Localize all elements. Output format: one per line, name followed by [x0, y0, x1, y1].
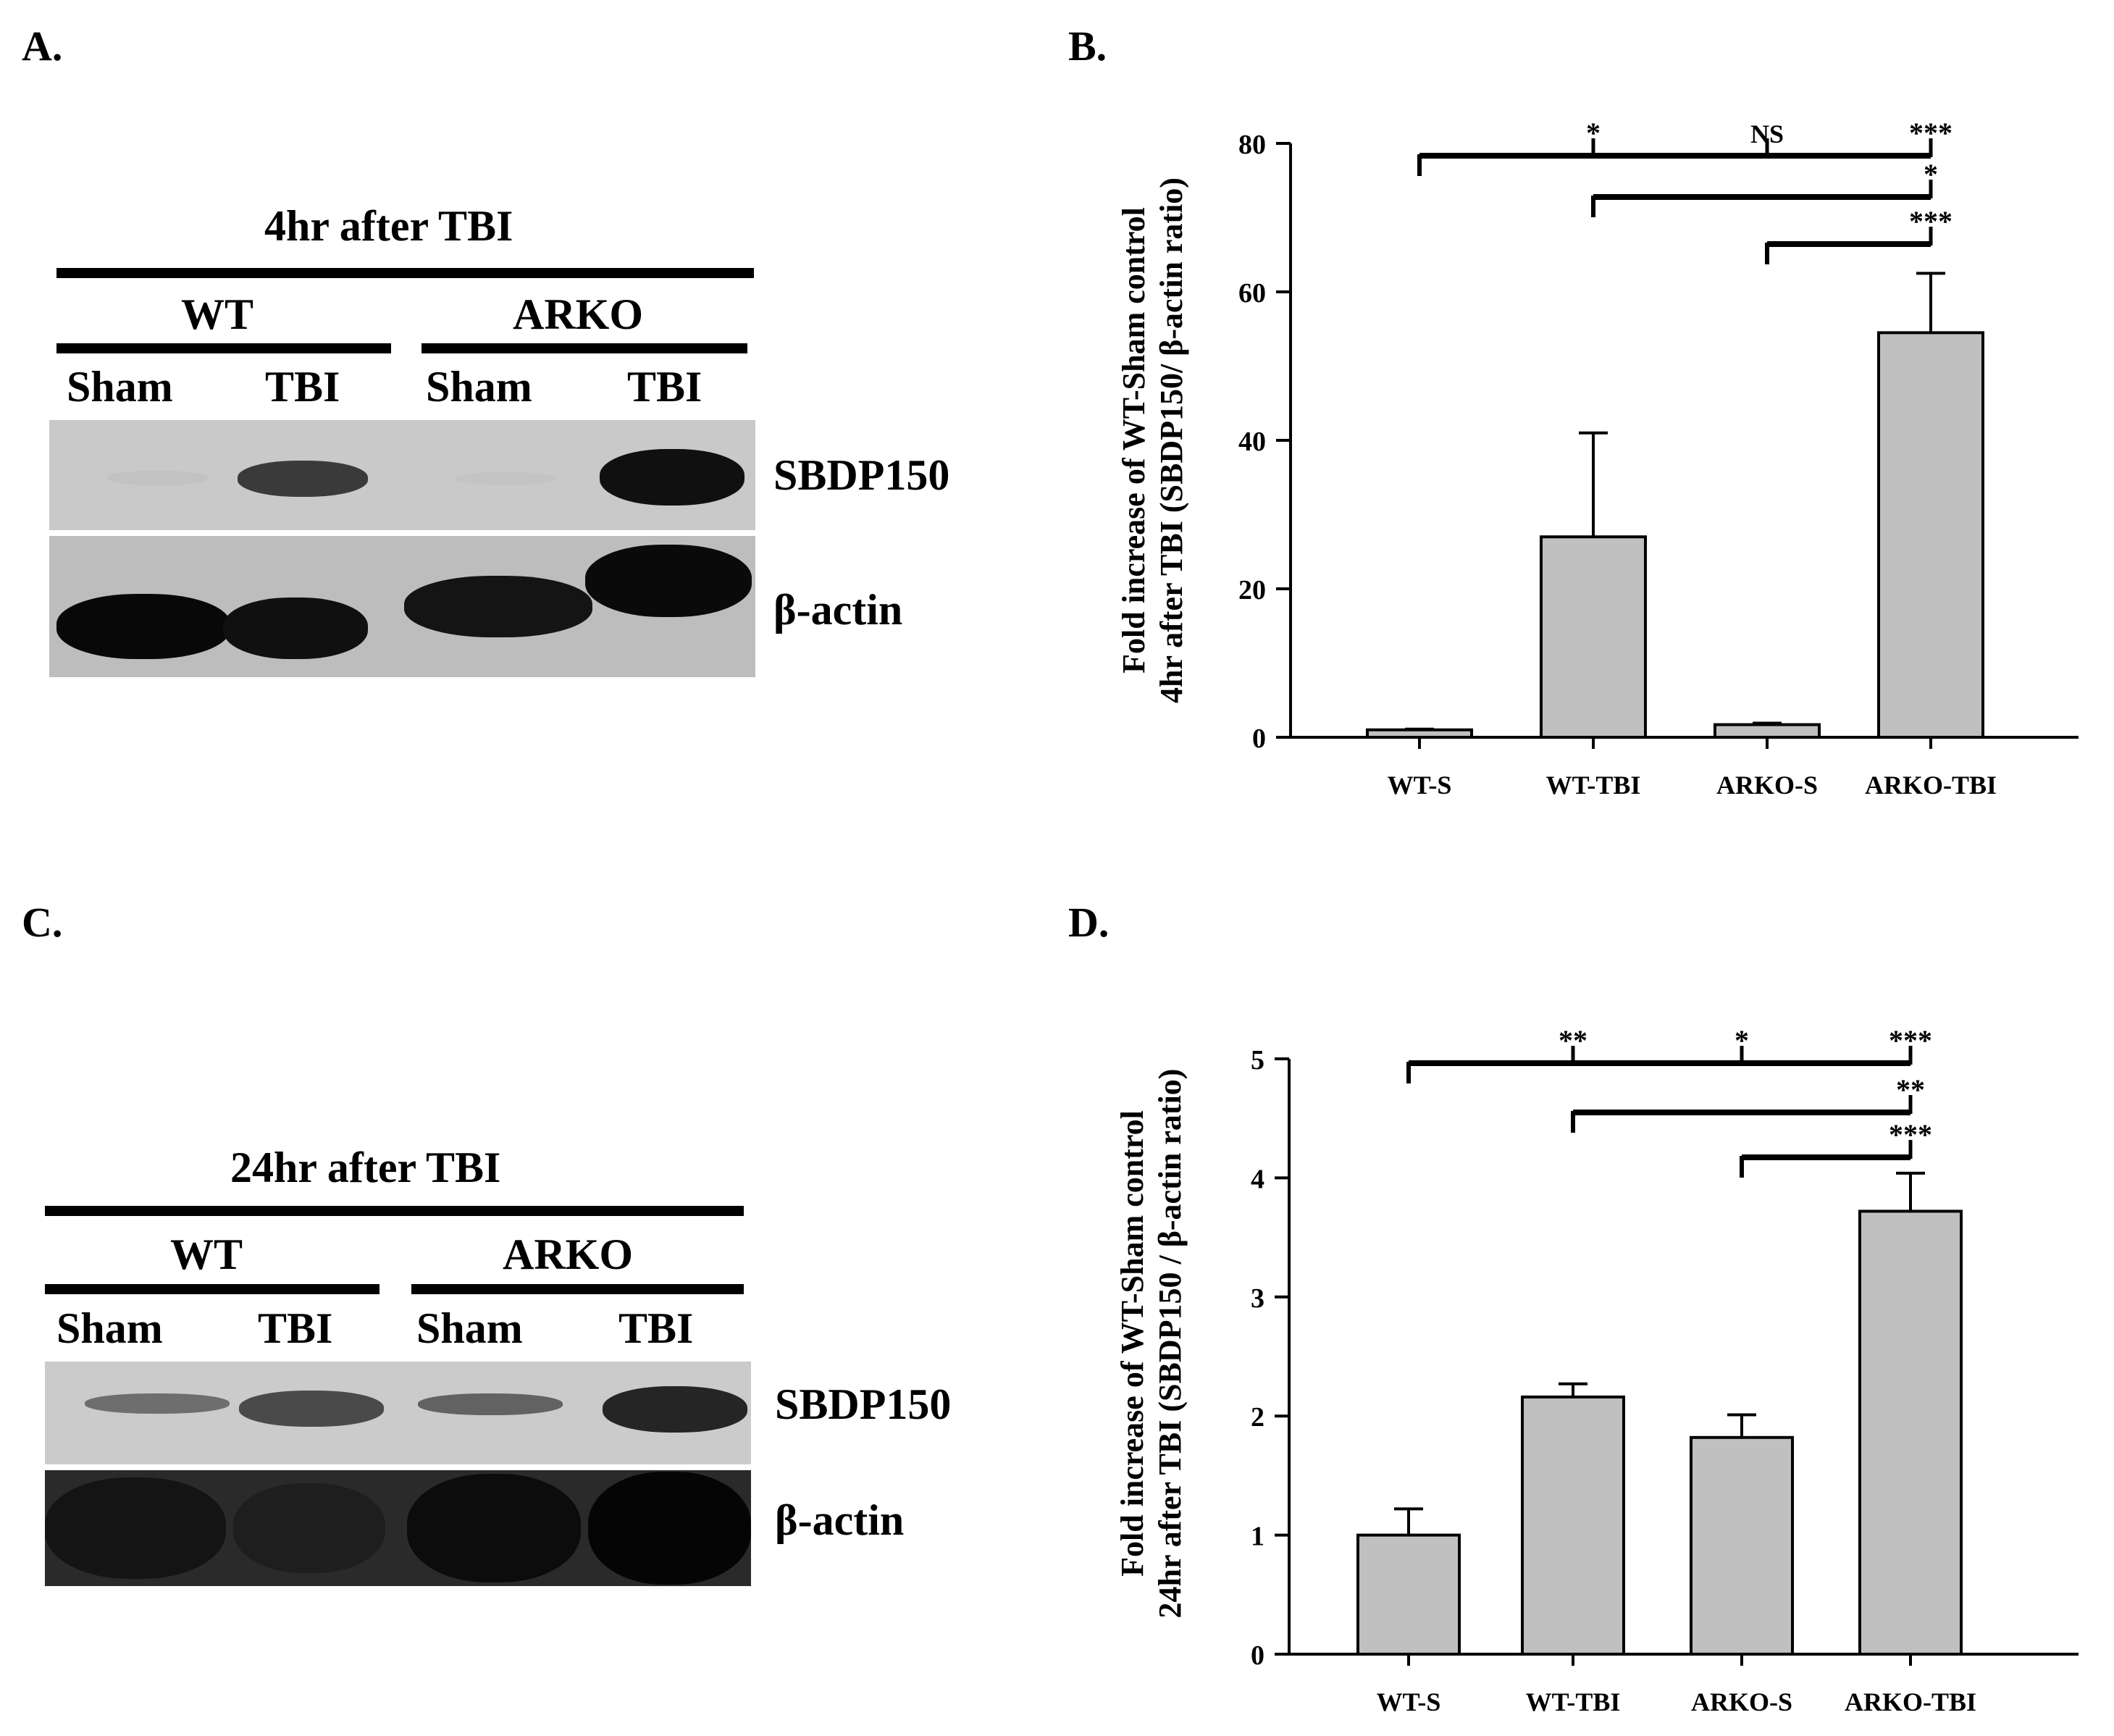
blot-band — [85, 1393, 230, 1414]
y-tick-label: 3 — [1251, 1283, 1264, 1314]
lane-label: TBI — [627, 363, 702, 411]
significance-label: *** — [1909, 205, 1952, 238]
group-label-arko: ARKO — [503, 1230, 633, 1278]
y-tick-label: 4 — [1251, 1164, 1264, 1194]
blot-band — [107, 471, 209, 485]
row-label-beta-actin: β-actin — [775, 1496, 905, 1544]
blot-band — [223, 597, 368, 659]
blot-band — [56, 594, 230, 659]
lane-label: TBI — [618, 1304, 694, 1352]
blot-strip-sbdp150 — [45, 1362, 751, 1464]
bar — [1690, 1435, 1794, 1656]
y-axis-label-line: Fold increase of WT-Sham control — [1116, 207, 1152, 674]
blot-band — [585, 545, 752, 617]
blot-band — [455, 472, 556, 485]
y-tick-label: 0 — [1252, 724, 1266, 754]
significance-label: ** — [1559, 1024, 1587, 1057]
blot-band — [418, 1393, 563, 1415]
lane-label: Sham — [67, 363, 173, 411]
x-tick-label: WT-S — [1388, 771, 1452, 800]
x-tick-label: ARKO-S — [1716, 771, 1818, 800]
blot-title: 24hr after TBI — [230, 1144, 501, 1191]
y-tick-label: 80 — [1238, 130, 1266, 160]
x-tick-label: ARKO-S — [1691, 1687, 1792, 1716]
title-underline — [56, 268, 754, 278]
panel-label-c: C. — [22, 899, 63, 946]
y-tick-label: 5 — [1251, 1045, 1264, 1075]
x-tick-label: WT-S — [1377, 1687, 1441, 1716]
blot-band — [407, 1474, 581, 1582]
blot-strip-sbdp150 — [49, 420, 755, 530]
x-tick-label: WT-TBI — [1526, 1687, 1621, 1716]
y-tick-label: 40 — [1238, 427, 1266, 457]
significance-label: * — [1735, 1024, 1749, 1057]
y-axis-label: Fold increase of WT-Sham control 24hr aft… — [1115, 1069, 1188, 1619]
lane-label: Sham — [56, 1304, 163, 1352]
y-axis-label-line: 24hr after TBI (SBDP150 / β-actin ratio) — [1152, 1069, 1188, 1619]
y-axis-label-line: Fold increase of WT-Sham control — [1115, 1110, 1150, 1577]
blot-strip-beta-actin — [45, 1470, 751, 1586]
panel-label-b: B. — [1068, 22, 1107, 70]
significance-label: *** — [1889, 1118, 1932, 1151]
significance-label: * — [1924, 158, 1938, 190]
group-underline-arko — [421, 343, 747, 353]
blot-band — [45, 1477, 226, 1579]
blot-band — [603, 1386, 747, 1433]
panel-label-a: A. — [22, 22, 63, 70]
bar — [1877, 331, 1984, 739]
x-tick-label: WT-TBI — [1546, 771, 1641, 800]
y-axis-label-line: 4hr after TBI (SBDP150/ β-actin ratio) — [1154, 177, 1189, 703]
row-label-sbdp150: SBDP150 — [773, 451, 950, 499]
group-underline-arko — [411, 1284, 744, 1294]
y-tick-label: 1 — [1251, 1522, 1264, 1552]
x-tick-label: ARKO-TBI — [1845, 1687, 1976, 1716]
y-tick-label: 0 — [1251, 1640, 1264, 1671]
blot-band — [404, 576, 592, 637]
significance-label: NS — [1750, 119, 1784, 148]
group-underline-wt — [45, 1284, 379, 1294]
blot-band — [233, 1483, 385, 1573]
y-tick-label: 20 — [1238, 575, 1266, 605]
blot-band — [239, 1391, 384, 1427]
group-label-wt: WT — [170, 1230, 243, 1278]
bar — [1858, 1209, 1963, 1656]
blot-band — [238, 461, 368, 497]
panel-label-d: D. — [1068, 899, 1110, 946]
lane-label: Sham — [416, 1304, 523, 1352]
bar — [1521, 1395, 1625, 1656]
lane-label: Sham — [426, 363, 532, 411]
blot-title: 4hr after TBI — [264, 202, 513, 250]
blot-band — [600, 449, 744, 506]
row-label-sbdp150: SBDP150 — [775, 1380, 952, 1428]
bar — [1356, 1533, 1461, 1656]
blot-strip-beta-actin — [49, 536, 755, 677]
lane-label: TBI — [258, 1304, 333, 1352]
group-underline-wt — [56, 343, 391, 353]
significance-label: ** — [1896, 1073, 1925, 1106]
title-underline — [45, 1206, 744, 1216]
group-label-wt: WT — [181, 290, 254, 338]
bar — [1540, 535, 1647, 739]
lane-label: TBI — [265, 363, 340, 411]
row-label-beta-actin: β-actin — [773, 586, 903, 634]
significance-label: * — [1586, 117, 1601, 149]
x-tick-label: ARKO-TBI — [1865, 771, 1997, 800]
significance-label: *** — [1909, 117, 1952, 149]
blot-band — [588, 1472, 751, 1585]
y-tick-label: 60 — [1238, 278, 1266, 309]
y-tick-label: 2 — [1251, 1402, 1264, 1433]
significance-label: *** — [1889, 1024, 1932, 1057]
y-axis-label: Fold increase of WT-Sham control 4hr afte… — [1116, 177, 1189, 703]
group-label-arko: ARKO — [513, 290, 643, 338]
